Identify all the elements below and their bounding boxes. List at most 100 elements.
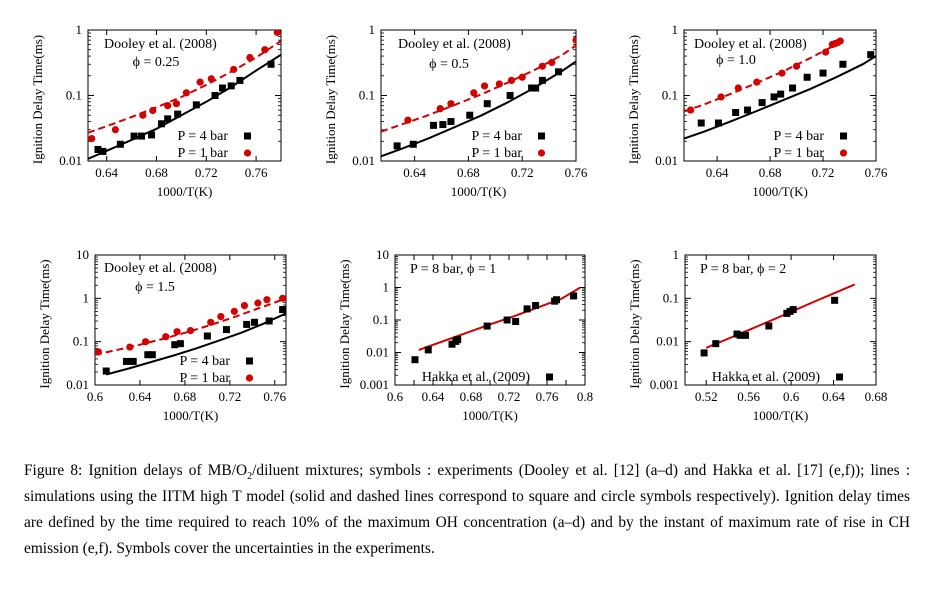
legend-label: P = 4 bar [177, 129, 228, 144]
x-tick-label: 0.68 [174, 389, 197, 404]
y-tick-label: 0.01 [366, 345, 389, 360]
data-point-square [803, 73, 811, 81]
simulation-line-solid [684, 55, 876, 140]
data-point-square [203, 332, 211, 340]
y-tick-label: 10 [376, 247, 389, 262]
caption-subscript: 2 [247, 471, 253, 483]
data-point-circle [230, 65, 238, 74]
legend-marker-circle [537, 149, 546, 157]
y-tick-label: 0.01 [66, 377, 89, 392]
x-tick-label: 0.72 [218, 389, 241, 404]
y-tick-label: 0.1 [663, 290, 679, 305]
caption-suffix: /diluent mixtures; symbols : experiments… [24, 462, 911, 557]
data-point-square [94, 145, 102, 153]
data-point-square [512, 317, 520, 325]
y-tick-label: 0.01 [59, 153, 82, 168]
y-tick-label: 0.001 [650, 377, 679, 392]
simulation-line-solid [105, 312, 286, 376]
data-point-square [483, 100, 491, 108]
y-axis-label: Ignition Delay Time(ms) [627, 259, 642, 388]
x-tick-label: 0.72 [498, 389, 521, 404]
data-point-circle [792, 62, 801, 70]
data-point-square [129, 357, 137, 365]
legend-label: P = 1 bar [179, 371, 230, 386]
x-tick-label: 0.76 [536, 389, 559, 404]
data-point-circle [263, 296, 271, 304]
legend-marker-circle [243, 149, 252, 157]
y-tick-label: 0.1 [359, 88, 375, 103]
x-tick-label: 0.64 [95, 165, 118, 180]
data-point-square [839, 60, 847, 68]
data-point-square [279, 306, 286, 314]
data-point-circle [88, 134, 96, 143]
x-tick-label: 0.68 [865, 389, 888, 404]
data-point-square [429, 121, 437, 129]
panel-annotation: P = 8 bar, ϕ = 2 [700, 262, 786, 277]
legend-label: P = 4 bar [471, 129, 522, 144]
data-point-circle [162, 333, 170, 341]
data-layer [381, 36, 576, 158]
data-point-square [251, 318, 259, 326]
data-point-square [770, 93, 778, 101]
data-point-square [454, 336, 462, 344]
legend-label: P = 4 bar [179, 354, 230, 369]
x-tick-label: 0.72 [195, 165, 218, 180]
simulation-line-solid [88, 53, 281, 160]
data-point-square [777, 90, 785, 98]
legend-label: P = 1 bar [177, 146, 228, 161]
data-point-square [712, 340, 720, 348]
simulation-line-dashed [88, 40, 281, 134]
chart-panel-a: 0.64 0.68 0.72 0.76 0.01 0.1 1 1000/T(K) Ignitio… [30, 22, 282, 199]
data-point-circle [572, 36, 576, 44]
data-point-circle [111, 126, 119, 134]
data-point-square [789, 306, 797, 314]
x-tick-label: 0.8 [577, 389, 593, 404]
data-point-circle [480, 82, 489, 90]
x-axis-label: 1000/T(K) [753, 408, 809, 423]
legend-marker-square [836, 373, 843, 381]
data-point-square [265, 317, 273, 325]
x-tick-label: 0.68 [145, 165, 168, 180]
x-axis-label: 1000/T(K) [451, 184, 507, 199]
legend-label: P = 1 bar [471, 146, 522, 161]
data-point-square [424, 346, 432, 354]
data-point-square [448, 340, 456, 348]
data-point-circle [507, 76, 516, 85]
data-point-circle [778, 69, 786, 77]
data-point-circle [246, 53, 254, 62]
data-point-circle [207, 75, 215, 83]
y-tick-label: 0.1 [66, 88, 82, 103]
data-point-square [138, 132, 146, 140]
y-tick-label: 0.01 [655, 153, 678, 168]
data-point-square [148, 351, 156, 359]
data-point-circle [279, 294, 286, 302]
data-point-square [758, 99, 766, 107]
legend-marker-circle [245, 374, 254, 382]
legend-label: Hakka et al. (2009) [422, 370, 530, 385]
x-tick-label: 0.76 [565, 165, 588, 180]
y-tick-label: 1 [369, 22, 376, 37]
data-layer [700, 283, 856, 357]
data-point-circle [261, 46, 269, 54]
panel-annotation: Dooley et al. (2008) [104, 261, 217, 276]
data-point-square [164, 115, 172, 123]
figure-caption: Figure 8: Ignition delays of MB/O2/dilue… [24, 458, 910, 562]
data-point-circle [141, 338, 150, 346]
data-point-square [122, 357, 130, 365]
data-point-circle [687, 106, 695, 114]
x-tick-label: 0.64 [403, 165, 426, 180]
data-point-circle [548, 58, 556, 67]
data-point-square [532, 84, 540, 92]
data-point-square [171, 341, 179, 349]
panel-annotation: ϕ = 1.5 [135, 280, 175, 295]
data-point-circle [495, 80, 503, 88]
data-point-square [227, 82, 235, 90]
data-point-circle [717, 93, 725, 101]
legend-marker-square [840, 132, 847, 140]
x-tick-label: 0.64 [422, 389, 445, 404]
data-point-circle [538, 62, 546, 70]
data-point-square [555, 68, 563, 76]
data-point-square [741, 331, 749, 339]
x-tick-label: 0.76 [245, 165, 268, 180]
data-point-circle [139, 111, 147, 119]
